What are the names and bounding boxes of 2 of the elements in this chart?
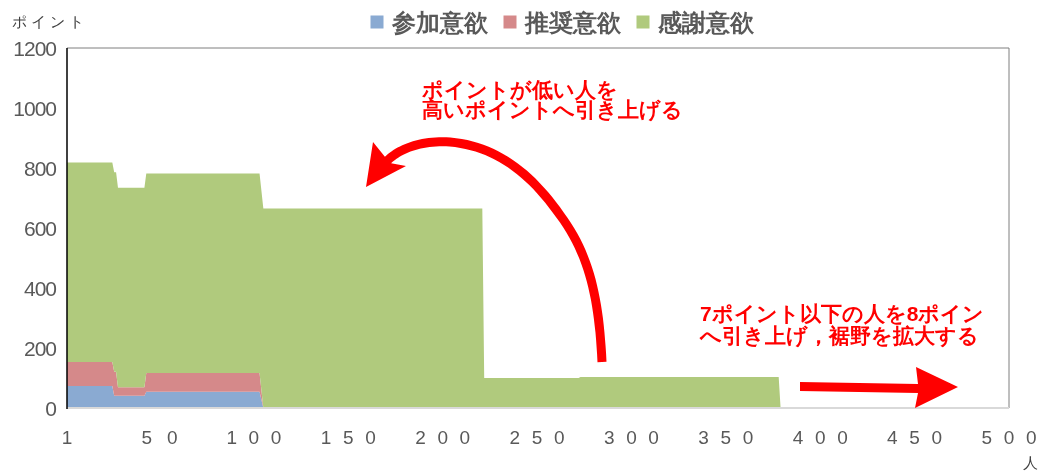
annotation: 7ポイント以下の人を8ポインへ引き上げ，裾野を拡大する <box>700 301 985 347</box>
annotation: ポイントが低い人を高いポイントへ引き上げる <box>422 77 683 121</box>
